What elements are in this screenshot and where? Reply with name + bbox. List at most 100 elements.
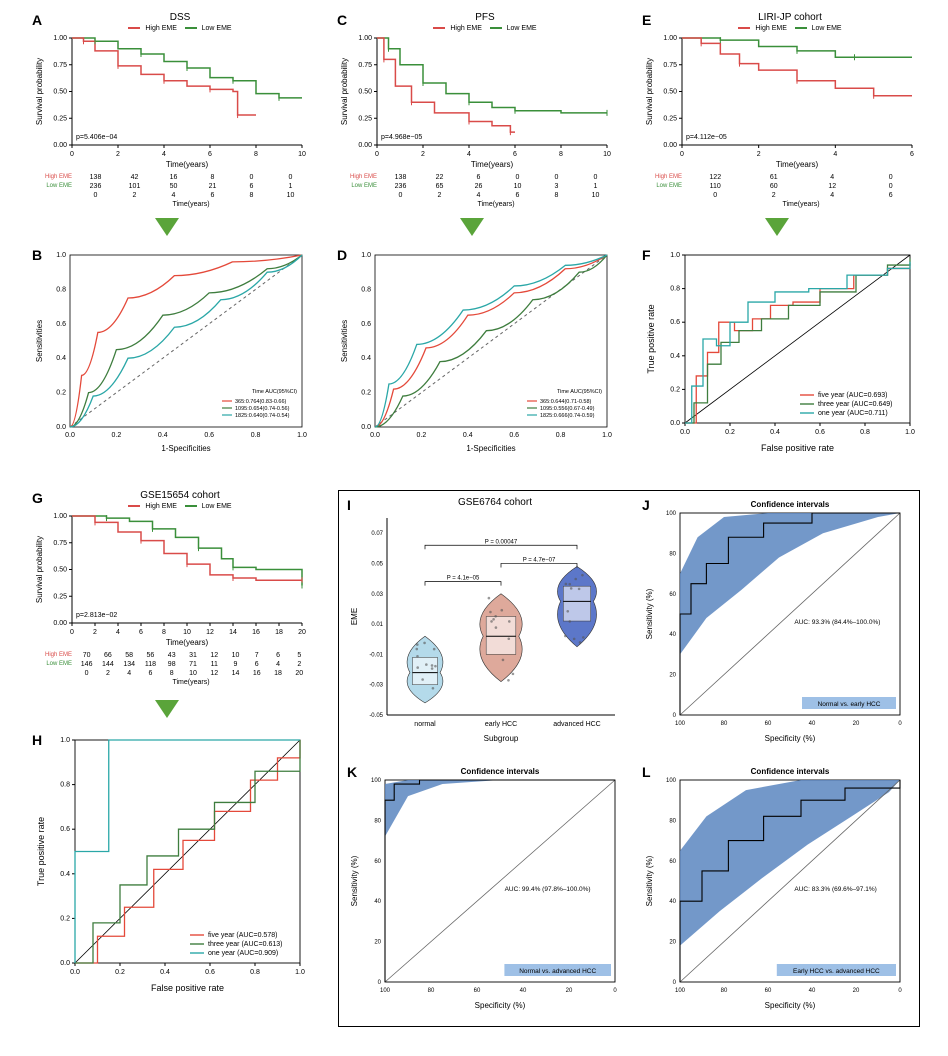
svg-text:80: 80	[721, 988, 728, 994]
svg-text:AUC: 83.3% (69.6%–97.1%): AUC: 83.3% (69.6%–97.1%)	[794, 886, 876, 893]
svg-text:0.6: 0.6	[361, 321, 371, 328]
svg-text:0: 0	[613, 988, 617, 994]
figure-root: A DSS High EME Low EME 0.000.250.500.751…	[0, 0, 948, 1056]
svg-text:0.6: 0.6	[205, 969, 215, 976]
svg-text:Time(years): Time(years)	[166, 638, 209, 647]
panel-C-title: PFS	[355, 12, 615, 23]
svg-text:1.00: 1.00	[663, 35, 677, 42]
svg-text:0.6: 0.6	[56, 321, 66, 328]
arrow-GH	[155, 700, 179, 718]
panel-A-plot: 0.000.250.500.751.000246810Time(years)Su…	[30, 34, 310, 169]
legend-low-text: Low EME	[507, 25, 537, 32]
panel-K-label: K	[347, 764, 357, 780]
svg-text:40: 40	[809, 988, 816, 994]
svg-text:6: 6	[208, 151, 212, 158]
svg-text:0.6: 0.6	[60, 826, 70, 833]
svg-text:five year (AUC=0.693): five year (AUC=0.693)	[818, 392, 887, 399]
panel-E-legend: High EME Low EME	[660, 25, 920, 32]
panel-H-label: H	[32, 732, 42, 748]
svg-text:0.2: 0.2	[725, 429, 735, 436]
svg-text:80: 80	[669, 551, 676, 557]
svg-text:Sensitivities: Sensitivities	[340, 320, 349, 362]
svg-text:-0.01: -0.01	[369, 652, 383, 658]
svg-text:True positive rate: True positive rate	[36, 817, 46, 886]
legend-low-text: Low EME	[202, 25, 232, 32]
svg-text:80: 80	[721, 721, 728, 727]
svg-text:0.0: 0.0	[70, 969, 80, 976]
panel-E-title: LIRI-JP cohort	[660, 12, 920, 23]
svg-text:0.05: 0.05	[371, 561, 383, 567]
svg-text:0.25: 0.25	[663, 115, 677, 122]
svg-text:Confidence intervals: Confidence intervals	[461, 767, 540, 776]
svg-text:0.75: 0.75	[53, 540, 67, 547]
svg-text:Survival probability: Survival probability	[340, 58, 349, 125]
arrow-CD	[460, 218, 484, 236]
svg-text:1.0: 1.0	[361, 252, 371, 259]
svg-text:Survival probability: Survival probability	[35, 58, 44, 125]
svg-text:0.8: 0.8	[251, 432, 261, 439]
risk-row: Low EME236101502161	[30, 182, 310, 191]
legend-high-text: High EME	[145, 25, 177, 32]
panel-A-label: A	[32, 12, 42, 28]
svg-text:0.75: 0.75	[663, 62, 677, 69]
svg-text:365:0.644(0.71-0.58): 365:0.644(0.71-0.58)	[540, 399, 592, 405]
panel-G-plot: 0.000.250.500.751.0002468101214161820Tim…	[30, 512, 310, 647]
svg-text:60: 60	[374, 859, 381, 865]
svg-text:6: 6	[139, 629, 143, 636]
svg-text:0.8: 0.8	[56, 286, 66, 293]
svg-text:1095:0.556(0.67-0.49): 1095:0.556(0.67-0.49)	[540, 406, 595, 412]
svg-text:1825:0.640(0.74-0.54): 1825:0.640(0.74-0.54)	[235, 413, 290, 419]
svg-text:False positive rate: False positive rate	[761, 443, 834, 453]
legend-swatch-high	[738, 27, 750, 29]
svg-text:Sensitivity (%): Sensitivity (%)	[645, 855, 654, 906]
svg-text:P = 4.1e−05: P = 4.1e−05	[447, 576, 480, 582]
legend-swatch-high	[433, 27, 445, 29]
svg-text:Survival probability: Survival probability	[35, 536, 44, 603]
svg-text:0.50: 0.50	[663, 89, 677, 96]
svg-text:10: 10	[298, 151, 306, 158]
svg-text:4: 4	[833, 151, 837, 158]
svg-text:Specificity (%): Specificity (%)	[765, 1001, 816, 1010]
panel-E-plot: 0.000.250.500.751.000246Time(years)Survi…	[640, 34, 920, 169]
panel-C-legend: High EME Low EME	[355, 25, 615, 32]
svg-text:1.00: 1.00	[53, 35, 67, 42]
panel-C: C PFS High EME Low EME 0.000.250.500.751…	[335, 10, 615, 210]
svg-text:Time AUC(95%CI): Time AUC(95%CI)	[557, 389, 602, 395]
svg-text:0.0: 0.0	[60, 960, 70, 967]
svg-text:0.8: 0.8	[670, 286, 680, 293]
legend-swatch-low	[490, 27, 502, 29]
panel-I-title: GSE6764 cohort	[365, 497, 625, 508]
panel-G-title: GSE15654 cohort	[50, 490, 310, 501]
svg-text:10: 10	[183, 629, 191, 636]
panel-C-label: C	[337, 12, 347, 28]
svg-text:Time(years): Time(years)	[166, 160, 209, 169]
svg-text:P = 0.00047: P = 0.00047	[485, 539, 518, 545]
svg-text:three year (AUC=0.613): three year (AUC=0.613)	[208, 941, 283, 948]
svg-text:1.0: 1.0	[56, 252, 66, 259]
svg-text:0.4: 0.4	[160, 969, 170, 976]
svg-text:0.8: 0.8	[250, 969, 260, 976]
panel-L-label: L	[642, 764, 651, 780]
svg-text:8: 8	[254, 151, 258, 158]
svg-text:0.0: 0.0	[670, 420, 680, 427]
legend-swatch-low	[795, 27, 807, 29]
svg-text:0: 0	[898, 721, 902, 727]
legend-swatch-high	[128, 27, 140, 29]
svg-text:100: 100	[666, 778, 677, 784]
svg-text:0.2: 0.2	[60, 915, 70, 922]
panel-B: B 0.00.00.20.20.40.40.60.60.80.81.01.01-…	[30, 245, 310, 470]
svg-text:100: 100	[666, 511, 677, 517]
panel-J: J Confidence intervals002020404060608080…	[640, 495, 910, 755]
svg-text:100: 100	[380, 988, 391, 994]
svg-text:Specificity (%): Specificity (%)	[765, 734, 816, 743]
svg-text:0.2: 0.2	[417, 432, 427, 439]
svg-text:three year (AUC=0.649): three year (AUC=0.649)	[818, 401, 893, 408]
svg-text:20: 20	[853, 721, 860, 727]
panel-A-title: DSS	[50, 12, 310, 23]
svg-text:0.25: 0.25	[358, 115, 372, 122]
risk-row: Low EME23665261031	[335, 182, 615, 191]
panel-F-plot: 0.00.20.40.60.81.00.00.20.40.60.81.0Fals…	[640, 245, 920, 455]
svg-text:p=4.112e−05: p=4.112e−05	[686, 134, 727, 141]
panel-B-label: B	[32, 247, 42, 263]
panel-A-risk-table: High EME1384216800Low EME236101502161024…	[30, 173, 310, 209]
